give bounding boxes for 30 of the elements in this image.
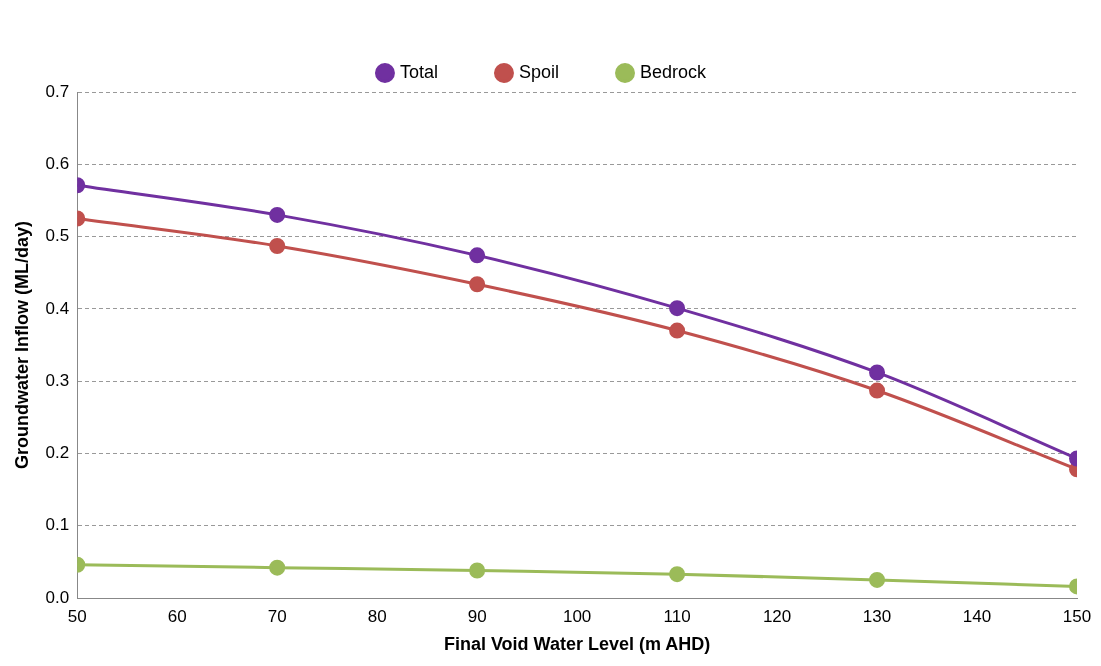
point	[669, 300, 686, 317]
legend-label: Total	[399, 61, 438, 82]
x-tick-label: 50	[67, 606, 87, 626]
legend-label: Spoil	[518, 61, 560, 82]
point	[669, 322, 686, 339]
x-tick-label: 100	[562, 606, 592, 626]
y-tick-label: 0.3	[45, 370, 70, 390]
x-tick-label: 80	[367, 606, 387, 626]
x-tick-label: 90	[467, 606, 487, 626]
x-axis-title: Final Void Water Level (m AHD)	[443, 634, 711, 655]
y-tick-label: 0.6	[45, 153, 70, 173]
x-tick-label: 120	[762, 606, 792, 626]
point	[469, 276, 486, 293]
y-tick-label: 0.5	[45, 226, 70, 246]
y-tick-label: 0.7	[45, 81, 70, 101]
x-tick-label: 60	[167, 606, 187, 626]
x-tick-label: 70	[267, 606, 287, 626]
y-tick-label: 0.2	[45, 443, 70, 463]
point	[469, 247, 486, 264]
x-tick-label: 140	[962, 606, 992, 626]
y-tick-label: 0.1	[45, 515, 70, 535]
y-tick-label: 0.0	[45, 587, 70, 607]
point	[469, 562, 486, 579]
x-tick-label: 150	[1062, 606, 1092, 626]
x-tick-label: 110	[663, 606, 691, 626]
x-tick-label: 130	[862, 606, 892, 626]
y-tick-label: 0.4	[45, 298, 70, 318]
point	[669, 566, 686, 583]
y-axis-title: Groundwater Inflow (ML/day)	[11, 221, 32, 469]
legend-label: Bedrock	[640, 61, 708, 82]
